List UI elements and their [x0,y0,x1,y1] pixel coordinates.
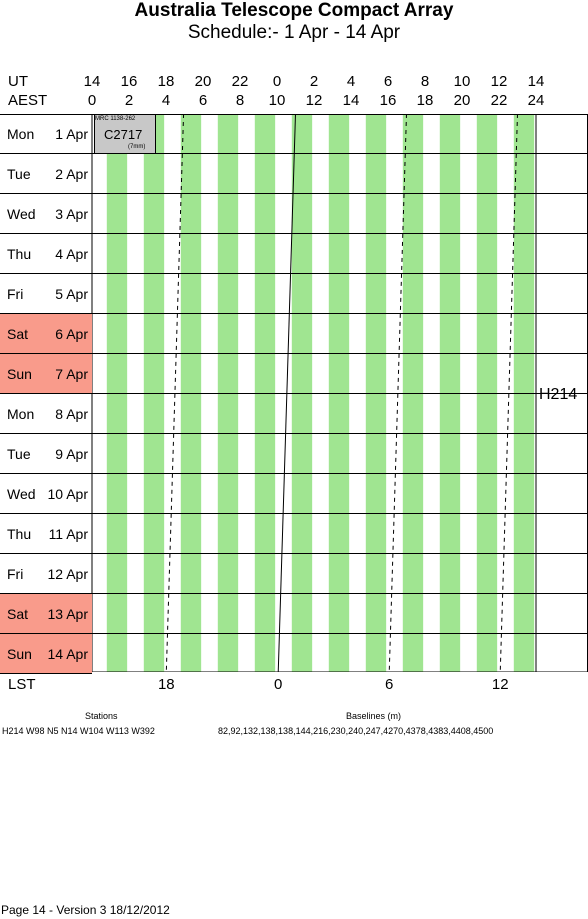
day-row-label: Thu 11 Apr [0,514,92,554]
configuration-label: H214 [539,386,578,403]
lst-line [388,114,407,672]
day-name: Sat [7,605,29,622]
ut-hour-label: 14 [83,73,101,90]
day-date: 13 Apr [47,605,88,622]
booking-source: MRC 1138-262 [95,116,136,122]
day-date: 10 Apr [47,485,88,502]
page-subtitle: Schedule:- 1 Apr - 14 Apr [187,22,401,43]
ut-hour-label: 18 [157,73,175,90]
aest-hour-label: 16 [379,92,397,109]
aest-hour-label: 8 [235,92,245,109]
day-row-label: Mon 8 Apr [0,394,92,434]
day-name: Thu [7,245,32,262]
aest-hour-label: 2 [124,92,134,109]
day-date: 6 Apr [55,325,88,342]
day-date: 12 Apr [47,565,88,582]
baselines-label: Baselines (m) [346,711,402,721]
booking-block[interactable]: MRC 1138-262 C2717 (7mm) [94,114,156,154]
lst-tick-label: 0 [274,676,283,693]
aest-hour-label: 10 [268,92,286,109]
aest-label: AEST [8,92,48,109]
day-row-label: Sat 6 Apr [0,314,92,354]
day-name: Wed [7,205,36,222]
ut-hour-label: 0 [272,73,282,90]
day-row-label: Fri 12 Apr [0,554,92,594]
day-row-label: Sun 7 Apr [0,354,92,394]
aest-hour-label: 6 [198,92,208,109]
day-name: Fri [7,285,24,302]
day-date: 5 Apr [55,285,88,302]
day-name: Sat [7,325,29,342]
ut-hour-label: 14 [527,73,545,90]
lst-tick-label: 12 [491,676,509,693]
booking-project: C2717 [104,127,143,142]
day-row-label: Wed 10 Apr [0,474,92,514]
day-name: Sun [7,365,32,382]
lst-label: LST [8,676,36,693]
baselines-value: 82,92,132,138,138,144,216,230,240,247,42… [218,726,494,736]
day-date: 9 Apr [55,445,88,462]
schedule-grid: Mon 1 Apr Tue 2 Apr Wed 3 Apr Thu 4 Apr Fri 5 Apr… [0,114,588,674]
day-date: 14 Apr [47,645,88,662]
day-row-label: Fri 5 Apr [0,274,92,314]
day-date: 3 Apr [55,205,88,222]
ut-label: UT [8,73,28,90]
stations-label: Stations [85,711,118,721]
ut-hour-label: 22 [231,73,249,90]
day-name: Mon [7,125,35,142]
day-row-label: Mon 1 Apr [0,114,92,154]
day-row-label: Sun 14 Apr [0,634,92,674]
ut-hour-label: 8 [420,73,430,90]
day-date: 11 Apr [48,525,88,542]
day-name: Fri [7,565,24,582]
aest-hour-label: 18 [416,92,434,109]
lst-line [277,114,296,672]
ut-hour-label: 4 [346,73,356,90]
aest-hour-label: 14 [342,92,360,109]
lst-line [499,114,518,672]
day-date: 1 Apr [55,125,88,142]
aest-hour-label: 12 [305,92,323,109]
ut-hour-label: 12 [490,73,508,90]
day-name: Tue [7,445,31,462]
lst-tick-label: 6 [385,676,394,693]
aest-hour-label: 4 [161,92,171,109]
lst-line [165,114,185,672]
day-row-label: Tue 9 Apr [0,434,92,474]
page-info: Page 14 - Version 3 18/12/2012 [1,903,170,917]
ut-hour-label: 10 [453,73,471,90]
ut-hour-label: 2 [309,73,319,90]
booking-note: (7mm) [128,144,146,150]
day-name: Mon [7,405,35,422]
day-row-label: Sat 13 Apr [0,594,92,634]
schedule-grid-svg [0,114,588,672]
day-row-label: Wed 3 Apr [0,194,92,234]
day-name: Thu [7,525,32,542]
day-row-label: Thu 4 Apr [0,234,92,274]
day-row-label: Tue 2 Apr [0,154,92,194]
aest-hour-label: 24 [527,92,545,109]
day-date: 4 Apr [55,245,88,262]
aest-hour-label: 20 [453,92,471,109]
ut-hour-label: 6 [383,73,393,90]
day-name: Wed [7,485,36,502]
day-date: 8 Apr [55,405,88,422]
ut-hour-label: 16 [120,73,138,90]
aest-hour-label: 0 [87,92,97,109]
day-date: 7 Apr [55,365,88,382]
aest-hour-label: 22 [490,92,508,109]
day-name: Tue [7,165,31,182]
page-title: Australia Telescope Compact Array [134,0,454,21]
lst-tick-label: 18 [157,676,175,693]
ut-hour-label: 20 [194,73,212,90]
day-name: Sun [7,645,32,662]
day-date: 2 Apr [55,165,88,182]
stations-value: H214 W98 N5 N14 W104 W113 W392 [2,726,155,736]
